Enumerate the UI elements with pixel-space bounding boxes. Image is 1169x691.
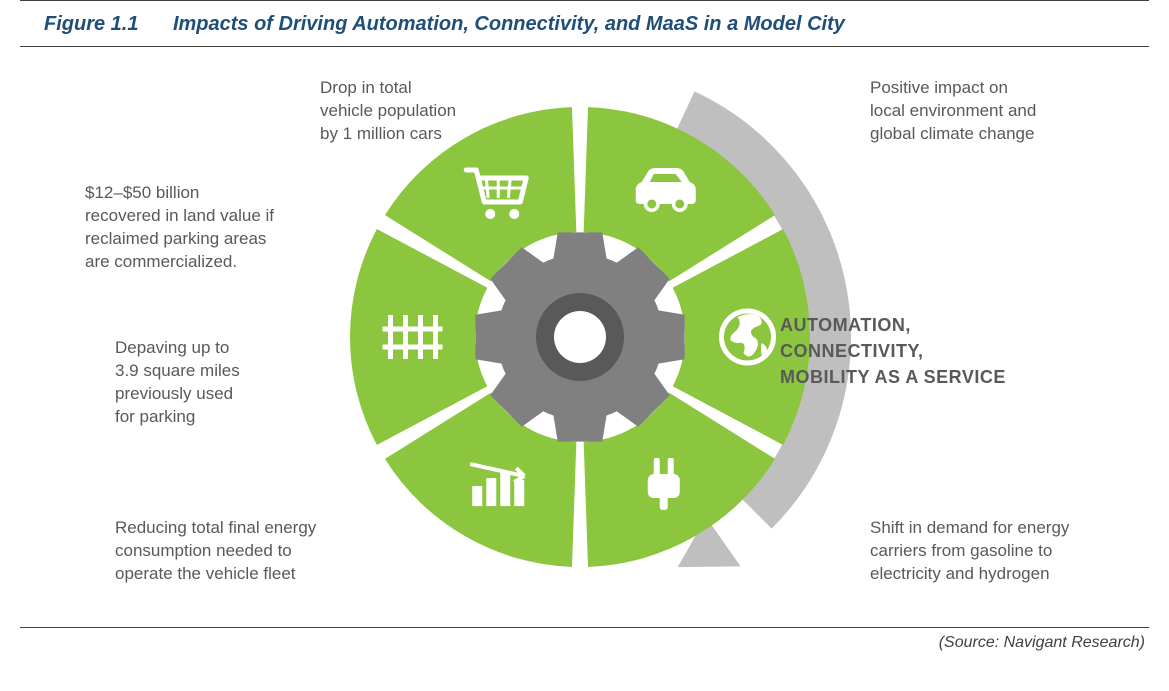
center-label: AUTOMATION, CONNECTIVITY, MOBILITY AS A … bbox=[780, 312, 1006, 390]
wedge-label-fence: Depaving up to3.9 square milespreviously… bbox=[115, 337, 240, 429]
wedge-label-cart: $12–$50 billionrecovered in land value i… bbox=[85, 182, 274, 274]
source-attribution: (Source: Navigant Research) bbox=[0, 628, 1169, 652]
center-line-3: MOBILITY AS A SERVICE bbox=[780, 364, 1006, 390]
center-line-2: CONNECTIVITY, bbox=[780, 338, 1006, 364]
figure-title: Impacts of Driving Automation, Connectiv… bbox=[173, 13, 845, 35]
figure-number: Figure 1.1 bbox=[44, 13, 138, 35]
wedge-label-car: Drop in totalvehicle populationby 1 mill… bbox=[320, 77, 456, 146]
figure-title-bar: Figure 1.1 Impacts of Driving Automation… bbox=[20, 0, 1149, 47]
wedge-label-globe: Positive impact onlocal environment andg… bbox=[870, 77, 1036, 146]
diagram-canvas: AUTOMATION, CONNECTIVITY, MOBILITY AS A … bbox=[0, 47, 1169, 627]
center-line-1: AUTOMATION, bbox=[780, 312, 1006, 338]
wedge-label-plug: Shift in demand for energycarriers from … bbox=[870, 517, 1069, 586]
wedge-label-chart: Reducing total final energyconsumption n… bbox=[115, 517, 316, 586]
